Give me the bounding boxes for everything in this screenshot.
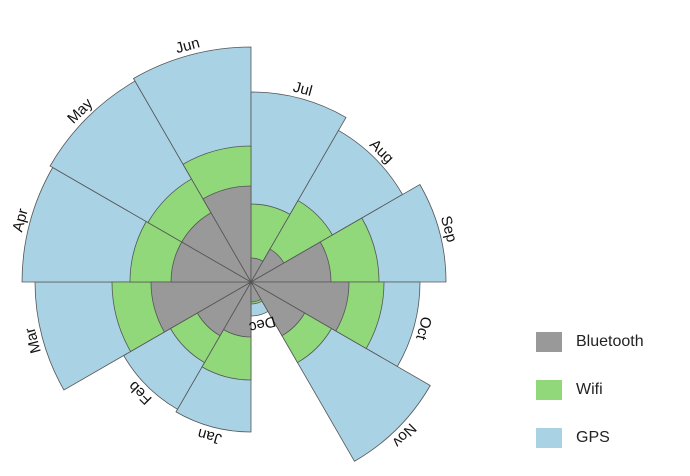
rose-wedges (21, 46, 447, 462)
legend-item-gps: GPS (536, 428, 686, 448)
legend-item-wifi: Wifi (536, 380, 686, 400)
month-label-oct: Oct (412, 315, 435, 343)
month-label-dec: Dec (247, 312, 278, 335)
wedge-bluetooth-mar (150, 281, 253, 333)
legend-swatch-gps (536, 428, 562, 448)
legend-label-wifi: Wifi (576, 381, 603, 398)
wedge-bluetooth-dec (250, 280, 262, 303)
legend: Bluetooth Wifi GPS (536, 332, 686, 476)
legend-label-bluetooth: Bluetooth (576, 333, 644, 350)
legend-swatch-wifi (536, 380, 562, 400)
wedge-bluetooth-oct (249, 281, 350, 332)
month-label-jan: Jan (196, 425, 224, 448)
legend-swatch-bluetooth (536, 332, 562, 352)
legend-item-bluetooth: Bluetooth (536, 332, 686, 352)
month-label-jun: Jun (174, 34, 202, 57)
wedge-bluetooth-jun (202, 185, 252, 284)
month-label-jul: Jul (291, 79, 314, 100)
month-label-apr: Apr (9, 207, 31, 234)
month-label-sep: Sep (437, 214, 460, 244)
wedge-bluetooth-nov (249, 280, 306, 337)
month-label-mar: Mar (22, 326, 45, 355)
legend-label-gps: GPS (576, 429, 610, 446)
